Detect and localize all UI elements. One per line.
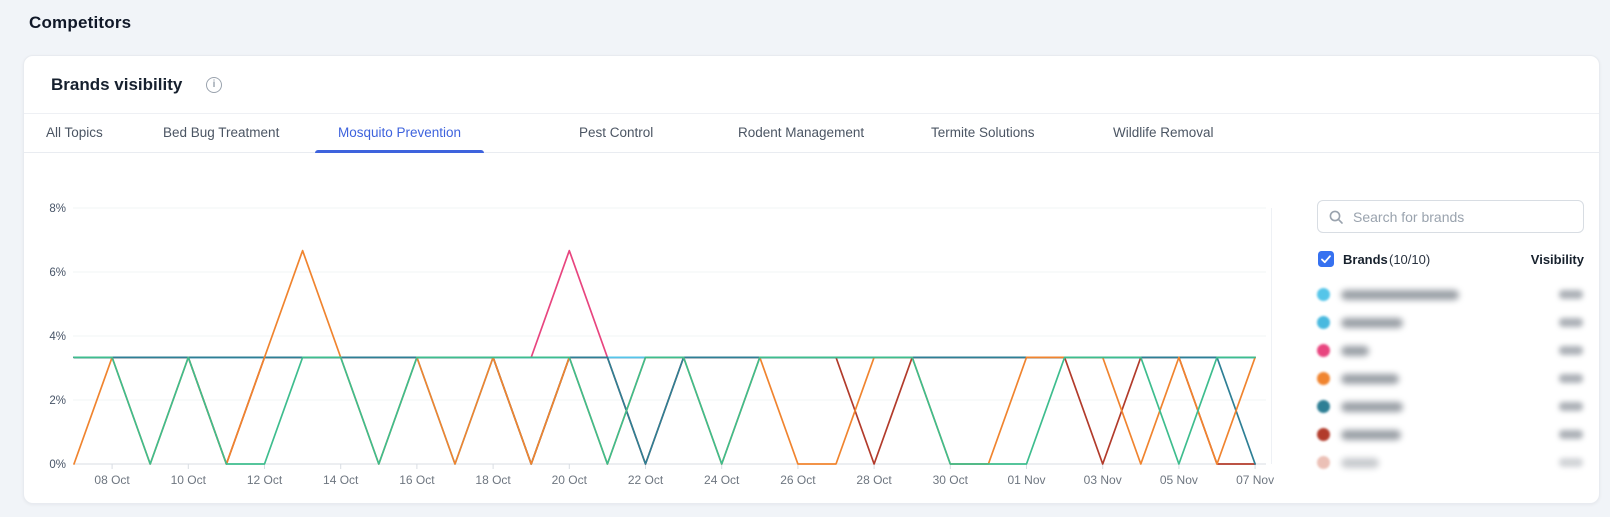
x-axis-label: 07 Nov xyxy=(1236,473,1274,487)
brand-visibility-value-blurred xyxy=(1559,458,1583,467)
y-axis-label: 8% xyxy=(49,203,66,215)
brands-visibility-card: Brands visibility i All Topics Bed Bug Tr… xyxy=(23,55,1600,504)
series-line xyxy=(73,356,1256,465)
x-axis-label: 12 Oct xyxy=(247,473,283,487)
brand-row[interactable] xyxy=(1317,337,1584,365)
brand-row[interactable] xyxy=(1317,281,1584,309)
brand-name-blurred xyxy=(1341,430,1401,440)
brand-visibility-value-blurred xyxy=(1559,346,1583,355)
x-axis-label: 28 Oct xyxy=(856,473,892,487)
brand-name-blurred xyxy=(1341,318,1403,328)
x-axis-label: 10 Oct xyxy=(171,473,207,487)
brand-color-dot xyxy=(1317,456,1330,469)
x-axis-label: 20 Oct xyxy=(552,473,588,487)
brand-visibility-value-blurred xyxy=(1559,374,1583,383)
brand-row[interactable] xyxy=(1317,449,1584,477)
x-axis-label: 26 Oct xyxy=(780,473,816,487)
x-axis-label: 01 Nov xyxy=(1007,473,1045,487)
brand-search-box[interactable] xyxy=(1317,200,1584,233)
tab-pest-control[interactable]: Pest Control xyxy=(579,125,654,140)
y-axis-label: 6% xyxy=(49,267,66,279)
info-icon[interactable]: i xyxy=(206,77,222,93)
brand-name-blurred xyxy=(1341,458,1379,468)
visibility-column-label: Visibility xyxy=(1530,252,1584,267)
x-axis-label: 14 Oct xyxy=(323,473,359,487)
brand-color-dot xyxy=(1317,428,1330,441)
y-axis-label: 2% xyxy=(49,395,66,407)
visibility-line-chart: 0% 2% 4% 6% 8% 08 Oct 10 Oct 12 Oct 14 Oct 16 Oct… xyxy=(49,203,1274,487)
chart-content: 0% 2% 4% 6% 8% 08 Oct 10 Oct 12 Oct 14 Oct 16 Oct… xyxy=(24,153,1599,503)
x-axis-label: 16 Oct xyxy=(399,473,435,487)
brand-row[interactable] xyxy=(1317,309,1584,337)
tab-bed-bug-treatment[interactable]: Bed Bug Treatment xyxy=(163,125,280,140)
tab-termite-solutions[interactable]: Termite Solutions xyxy=(931,125,1035,140)
brand-color-dot xyxy=(1317,288,1330,301)
brand-visibility-value-blurred xyxy=(1559,290,1583,299)
x-axis-label: 03 Nov xyxy=(1084,473,1122,487)
brands-count: (10/10) xyxy=(1389,252,1431,267)
brand-visibility-value-blurred xyxy=(1559,430,1583,439)
brand-name-blurred xyxy=(1341,346,1369,356)
brand-color-dot xyxy=(1317,400,1330,413)
brand-row[interactable] xyxy=(1317,421,1584,449)
tab-all-topics[interactable]: All Topics xyxy=(46,125,103,140)
brand-visibility-value-blurred xyxy=(1559,402,1583,411)
brand-color-dot xyxy=(1317,316,1330,329)
brand-row[interactable] xyxy=(1317,393,1584,421)
x-axis-label: 05 Nov xyxy=(1160,473,1198,487)
brand-name-blurred xyxy=(1341,374,1399,384)
y-axis-label: 0% xyxy=(49,459,66,471)
brand-visibility-value-blurred xyxy=(1559,318,1583,327)
brands-label: Brands xyxy=(1343,252,1388,267)
y-axis-label: 4% xyxy=(49,331,66,343)
x-axis-label: 22 Oct xyxy=(628,473,664,487)
brand-row[interactable] xyxy=(1317,365,1584,393)
brands-list xyxy=(1317,281,1584,477)
tab-mosquito-prevention[interactable]: Mosquito Prevention xyxy=(314,114,485,153)
search-input[interactable] xyxy=(1353,208,1573,225)
brand-name-blurred xyxy=(1341,402,1403,412)
search-icon xyxy=(1329,210,1343,224)
x-axis-label: 30 Oct xyxy=(933,473,969,487)
check-icon xyxy=(1321,254,1331,263)
card-header: Brands visibility i xyxy=(24,56,1599,114)
tab-rodent-management[interactable]: Rodent Management xyxy=(738,125,865,140)
page-title: Competitors xyxy=(29,13,132,32)
brand-name-blurred xyxy=(1341,290,1459,300)
x-axis-label: 18 Oct xyxy=(475,473,511,487)
x-axis-label: 08 Oct xyxy=(94,473,130,487)
brand-color-dot xyxy=(1317,344,1330,357)
select-all-brands-checkbox[interactable] xyxy=(1318,251,1334,267)
brand-color-dot xyxy=(1317,372,1330,385)
x-axis-label: 24 Oct xyxy=(704,473,740,487)
series-line xyxy=(73,356,1256,465)
series-line xyxy=(73,249,1256,359)
brands-list-header: Brands (10/10) Visibility xyxy=(1317,249,1584,275)
tab-wildlife-removal[interactable]: Wildlife Removal xyxy=(1113,125,1214,140)
topic-tabs: All Topics Bed Bug Treatment Mosquito Prev… xyxy=(24,114,1599,153)
card-title: Brands visibility xyxy=(51,75,183,94)
